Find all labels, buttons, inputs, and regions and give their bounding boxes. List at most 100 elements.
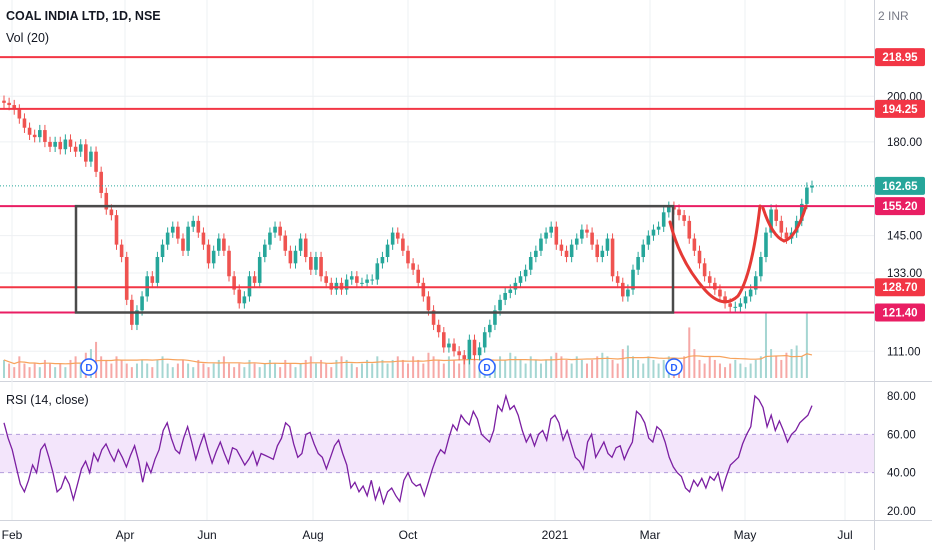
- volume-bar: [350, 363, 353, 378]
- volume-bar: [800, 356, 803, 378]
- volume-bar: [775, 356, 778, 378]
- candle-body: [559, 244, 564, 251]
- candle-body: [375, 263, 380, 280]
- volume-bar: [314, 363, 317, 378]
- volume-bar: [790, 349, 793, 378]
- volume-bar: [453, 359, 456, 378]
- volume-bar: [135, 363, 138, 378]
- volume-bar: [202, 363, 205, 378]
- candle-body: [155, 257, 160, 283]
- volume-bar: [611, 359, 614, 378]
- range-box: [74, 204, 675, 314]
- candle-body: [349, 276, 354, 280]
- candle-body: [753, 276, 758, 290]
- candle-body: [600, 250, 605, 258]
- volume-bar: [504, 359, 507, 378]
- volume-bar: [381, 359, 384, 378]
- candle-body: [697, 250, 702, 264]
- volume-bar: [69, 359, 72, 378]
- volume-bar: [519, 359, 522, 378]
- currency-label[interactable]: 2 INR: [878, 9, 909, 23]
- candle-body: [595, 244, 600, 258]
- candle-body: [94, 151, 98, 172]
- volume-bar: [652, 359, 655, 378]
- price-level-tag-label: 218.95: [882, 52, 918, 64]
- candle-body: [395, 232, 400, 239]
- candle-body: [743, 296, 748, 304]
- volume-bar: [417, 359, 420, 378]
- candle-body: [237, 289, 242, 304]
- candle-body: [661, 212, 666, 227]
- candle-body: [58, 141, 63, 150]
- volume-bar: [345, 359, 348, 378]
- volume-bar: [222, 356, 225, 378]
- candle-body: [293, 250, 298, 264]
- candle-body: [580, 229, 584, 239]
- candle-body: [186, 226, 190, 251]
- candle-body: [523, 269, 528, 277]
- candle-body: [206, 244, 211, 264]
- volume-bar: [3, 359, 5, 378]
- volume-bar: [555, 352, 558, 378]
- candle-body: [365, 279, 369, 283]
- volume-indicator-label[interactable]: Vol (20): [6, 31, 50, 45]
- volume-bar: [38, 367, 41, 378]
- volume-bar: [253, 363, 256, 378]
- volume-bar: [468, 356, 471, 378]
- candle-body: [723, 296, 727, 304]
- volume-layer: [3, 313, 813, 378]
- candle-body: [564, 250, 569, 258]
- volume-bar: [325, 363, 328, 378]
- volume-bar: [407, 363, 409, 378]
- candle-body: [646, 235, 651, 245]
- volume-bar: [340, 356, 343, 378]
- candle-body: [283, 235, 288, 251]
- volume-bar: [739, 363, 742, 378]
- volume-bar: [187, 363, 190, 378]
- volume-bar: [647, 356, 650, 378]
- candle-body: [104, 192, 109, 210]
- volume-bar: [176, 363, 179, 378]
- rsi-indicator-label[interactable]: RSI (14, close): [6, 393, 89, 407]
- candles-layer: [2, 95, 814, 365]
- candle-body: [626, 289, 630, 297]
- candle-body: [426, 296, 431, 311]
- candle-body: [493, 310, 497, 325]
- volume-bar: [447, 356, 450, 378]
- volume-bar: [207, 367, 210, 378]
- volume-bar: [171, 367, 174, 378]
- volume-bar: [299, 363, 302, 378]
- volume-bar: [570, 363, 573, 378]
- time-axis[interactable]: Feb Apr Jun Aug Oct 2021 Mar May Jul: [2, 528, 853, 542]
- volume-bar: [386, 363, 389, 378]
- candle-body: [63, 139, 68, 150]
- volume-bar: [59, 363, 62, 378]
- candle-body: [631, 269, 635, 290]
- candle-body: [774, 209, 779, 221]
- candle-body: [641, 244, 646, 258]
- volume-bar: [580, 359, 583, 378]
- dividend-marker: [478, 358, 496, 376]
- candle-body: [32, 134, 37, 138]
- price-axis[interactable]: 200.00180.00145.00133.00111.00218.95194.…: [875, 48, 925, 518]
- dividend-marker-label: D: [85, 363, 92, 374]
- volume-bar: [110, 363, 113, 378]
- volume-bar: [616, 363, 619, 378]
- volume-bar: [422, 363, 425, 378]
- dividend-marker: [80, 358, 98, 376]
- candle-body: [421, 282, 426, 297]
- volume-bar: [95, 341, 98, 378]
- candle-body: [467, 339, 472, 360]
- volume-bar: [151, 367, 154, 378]
- volume-bar: [509, 352, 512, 378]
- candle-body: [692, 238, 697, 251]
- candle-body: [585, 229, 589, 233]
- candle-body: [539, 238, 543, 251]
- candle-body: [549, 226, 553, 233]
- candle-body: [355, 276, 359, 283]
- volume-bar: [100, 356, 103, 378]
- candle-body: [620, 282, 625, 297]
- volume-bar: [130, 367, 133, 378]
- candle-body: [651, 229, 656, 236]
